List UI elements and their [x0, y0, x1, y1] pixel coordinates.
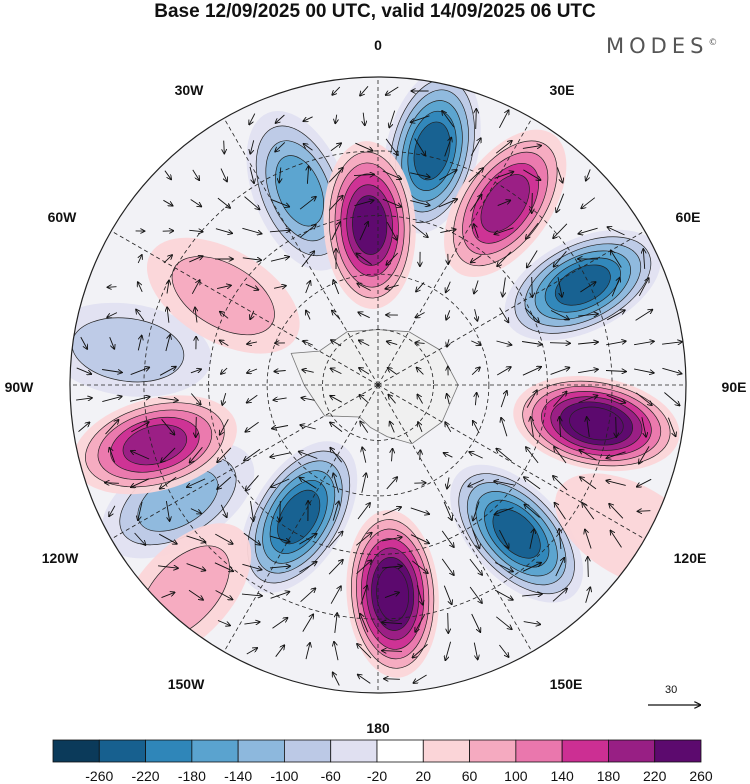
colorbar-swatch-8	[423, 740, 469, 762]
colorbar-swatch-1	[99, 740, 145, 762]
colorbar-tick-label: -60	[321, 768, 341, 784]
lon-label-180: 180	[366, 720, 389, 736]
colorbar-swatch-11	[562, 740, 608, 762]
lon-label-60w: 60W	[48, 209, 77, 225]
colorbar-swatch-4	[238, 740, 284, 762]
colorbar-tick-label: 140	[550, 768, 573, 784]
lon-label-90e: 90E	[722, 379, 747, 395]
colorbar-tick-label: -220	[132, 768, 160, 784]
colorbar-swatch-5	[284, 740, 330, 762]
colorbar-tick-label: 260	[689, 768, 712, 784]
lon-label-150e: 150E	[550, 676, 583, 692]
colorbar-swatch-2	[146, 740, 192, 762]
colorbar-tick-label: 180	[597, 768, 620, 784]
colorbar-tick-label: -180	[178, 768, 206, 784]
colorbar-swatch-7	[377, 740, 423, 762]
colorbar-tick-label: 60	[462, 768, 478, 784]
colorbar	[53, 740, 701, 762]
lon-label-60e: 60E	[676, 209, 701, 225]
colorbar-tick-label: -20	[367, 768, 387, 784]
lon-label-120e: 120E	[674, 550, 707, 566]
lon-label-90w: 90W	[5, 379, 34, 395]
colorbar-tick-label: -140	[224, 768, 252, 784]
lon-label-120w: 120W	[42, 550, 79, 566]
wind-reference-label: 30	[665, 684, 677, 696]
lon-label-30w: 30W	[175, 82, 204, 98]
colorbar-swatch-6	[331, 740, 377, 762]
lon-label-150w: 150W	[168, 676, 205, 692]
colorbar-tick-label: 220	[643, 768, 666, 784]
colorbar-swatch-0	[53, 740, 99, 762]
colorbar-tick-label: 100	[504, 768, 527, 784]
colorbar-swatch-3	[192, 740, 238, 762]
lon-label-0: 0	[374, 37, 382, 53]
colorbar-swatch-10	[516, 740, 562, 762]
colorbar-swatch-9	[470, 740, 516, 762]
colorbar-tick-label: -260	[85, 768, 113, 784]
colorbar-swatch-12	[608, 740, 654, 762]
lon-label-30e: 30E	[550, 82, 575, 98]
colorbar-swatch-13	[655, 740, 701, 762]
colorbar-tick-label: -100	[270, 768, 298, 784]
colorbar-tick-label: 20	[415, 768, 431, 784]
